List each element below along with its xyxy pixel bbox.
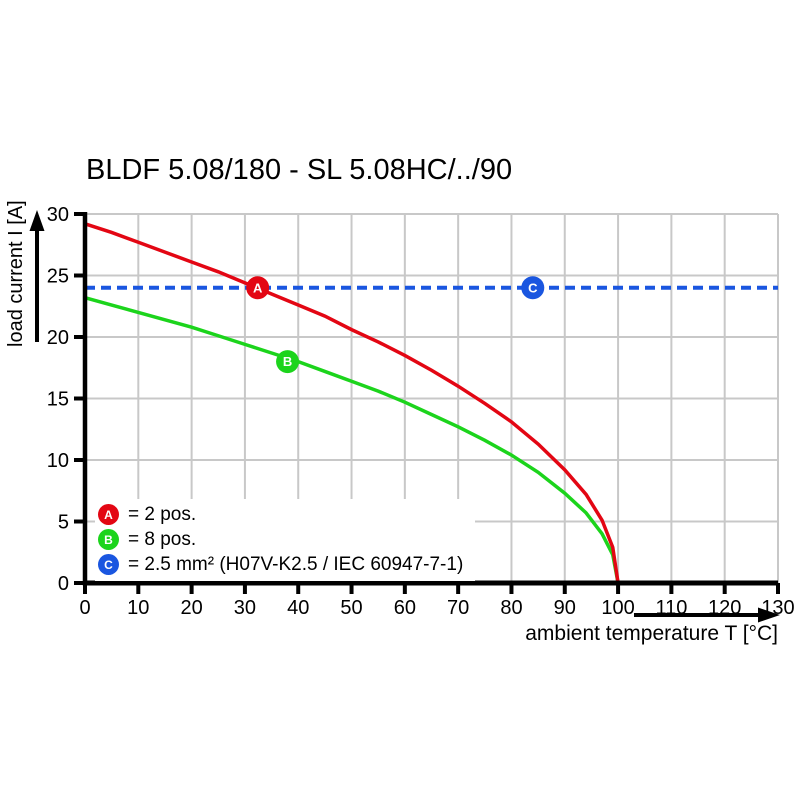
x-axis-label: ambient temperature T [°C]: [525, 622, 778, 645]
legend-item-2pos: A = 2 pos.: [98, 502, 463, 527]
y-tick-label: 10: [47, 450, 69, 472]
legend-label-2pos: = 2 pos.: [128, 503, 197, 525]
x-tick-label: 30: [234, 597, 256, 619]
y-tick-label: 30: [47, 204, 69, 226]
legend-label-wire: = 2.5 mm² (H07V-K2.5 / IEC 60947-7-1): [128, 553, 464, 575]
x-tick-label: 90: [554, 597, 576, 619]
chart-legend: A = 2 pos. B = 8 pos. C = 2.5 mm² (H07V-…: [95, 499, 476, 581]
legend-marker-a-icon: A: [98, 504, 119, 525]
x-tick-label: 20: [180, 597, 202, 619]
chart-title: BLDF 5.08/180 - SL 5.08HC/../90: [86, 154, 513, 186]
legend-marker-b-icon: B: [98, 529, 119, 550]
x-tick-label: 0: [79, 597, 90, 619]
curve-marker-letter-b: B: [283, 354, 292, 369]
y-tick-label: 15: [47, 389, 69, 411]
x-tick-label: 60: [394, 597, 416, 619]
curve-marker-b: [276, 350, 300, 374]
curve-marker-letter-c: C: [528, 280, 538, 295]
x-tick-label: 70: [447, 597, 469, 619]
legend-label-8pos: = 8 pos.: [128, 528, 197, 550]
curve-marker-a: [246, 276, 270, 300]
x-tick-label: 10: [127, 597, 149, 619]
y-axis-arrow-icon: [29, 210, 45, 342]
y-tick-label: 5: [58, 512, 69, 534]
y-tick-label: 25: [47, 266, 69, 288]
curve-marker-c: [521, 276, 545, 300]
legend-item-8pos: B = 8 pos.: [98, 527, 463, 552]
series-curve-a: [84, 222, 620, 584]
curve-marker-letter-a: A: [253, 280, 263, 295]
legend-item-wire: C = 2.5 mm² (H07V-K2.5 / IEC 60947-7-1): [98, 552, 463, 577]
x-tick-label: 50: [340, 597, 362, 619]
x-tick-label: 100: [601, 597, 634, 619]
x-axis-arrow-icon: [634, 607, 780, 623]
x-tick-label: 40: [287, 597, 309, 619]
y-tick-label: 0: [58, 573, 69, 595]
y-axis-label: load current I [A]: [5, 200, 27, 347]
legend-marker-c-icon: C: [98, 554, 119, 575]
y-tick-label: 20: [47, 327, 69, 349]
x-tick-label: 80: [500, 597, 522, 619]
series-curve-b: [84, 295, 620, 584]
